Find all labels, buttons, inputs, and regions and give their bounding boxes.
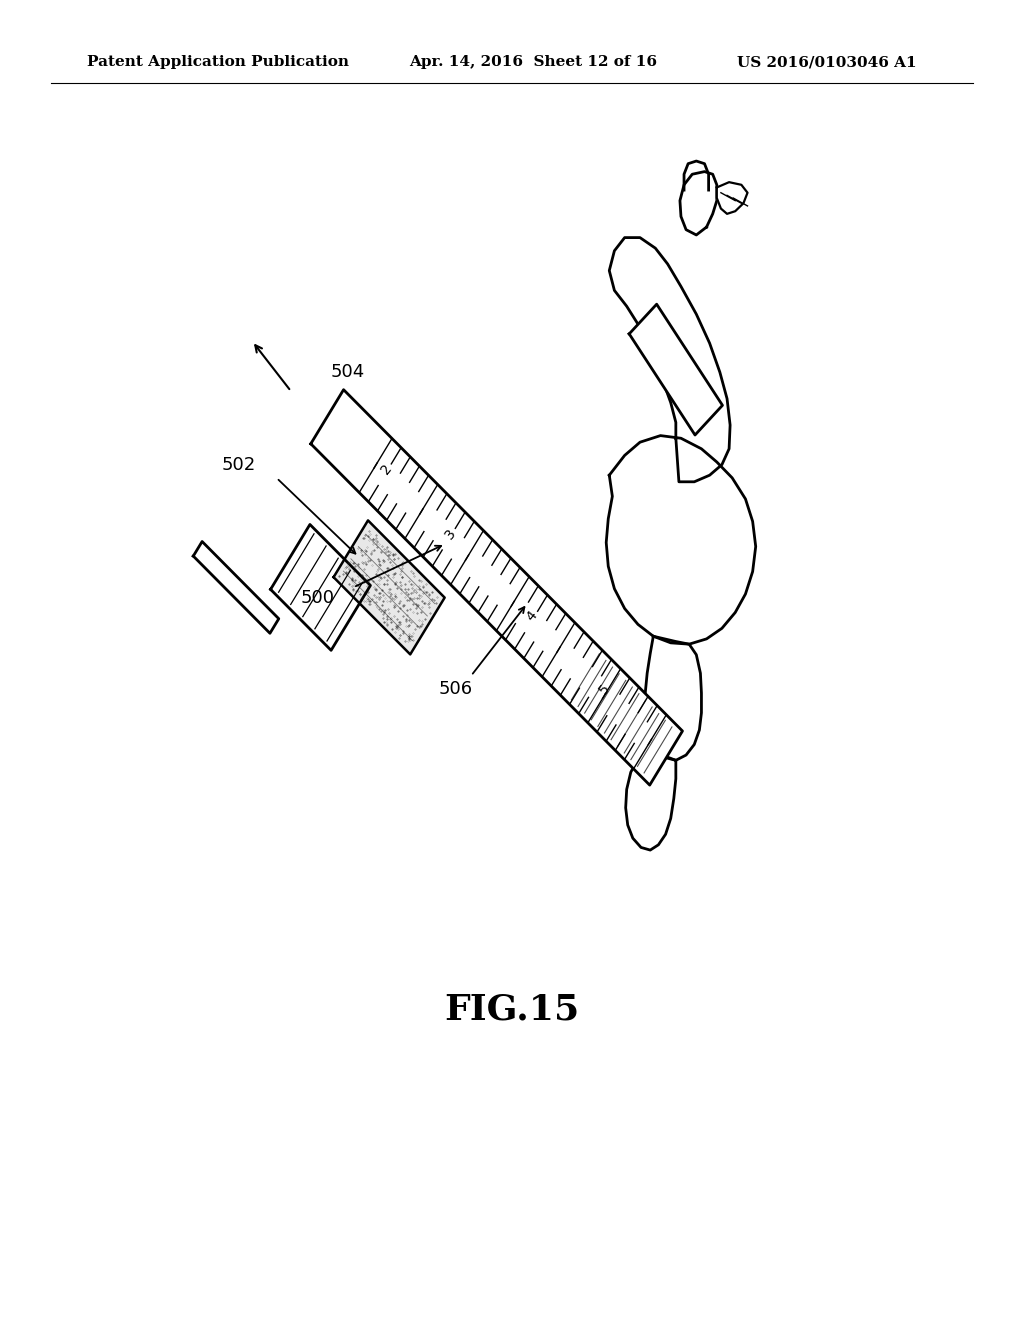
Polygon shape (626, 750, 676, 850)
Polygon shape (609, 238, 730, 482)
Text: 4: 4 (523, 609, 540, 623)
Polygon shape (194, 541, 279, 634)
Text: US 2016/0103046 A1: US 2016/0103046 A1 (737, 55, 916, 70)
Polygon shape (606, 436, 756, 644)
Polygon shape (629, 304, 723, 436)
Text: FIG.15: FIG.15 (444, 993, 580, 1026)
Text: 3: 3 (442, 527, 459, 543)
Polygon shape (334, 520, 444, 655)
Text: 5: 5 (596, 681, 612, 697)
Polygon shape (311, 389, 682, 785)
Text: 502: 502 (221, 455, 256, 474)
Polygon shape (645, 636, 701, 760)
Text: 506: 506 (438, 680, 473, 698)
Text: 504: 504 (331, 363, 366, 381)
Polygon shape (680, 172, 717, 235)
Text: Patent Application Publication: Patent Application Publication (87, 55, 349, 70)
Polygon shape (270, 524, 371, 651)
Text: 2: 2 (378, 462, 394, 478)
Text: Apr. 14, 2016  Sheet 12 of 16: Apr. 14, 2016 Sheet 12 of 16 (410, 55, 657, 70)
Text: 500: 500 (300, 589, 335, 607)
Polygon shape (717, 182, 748, 214)
